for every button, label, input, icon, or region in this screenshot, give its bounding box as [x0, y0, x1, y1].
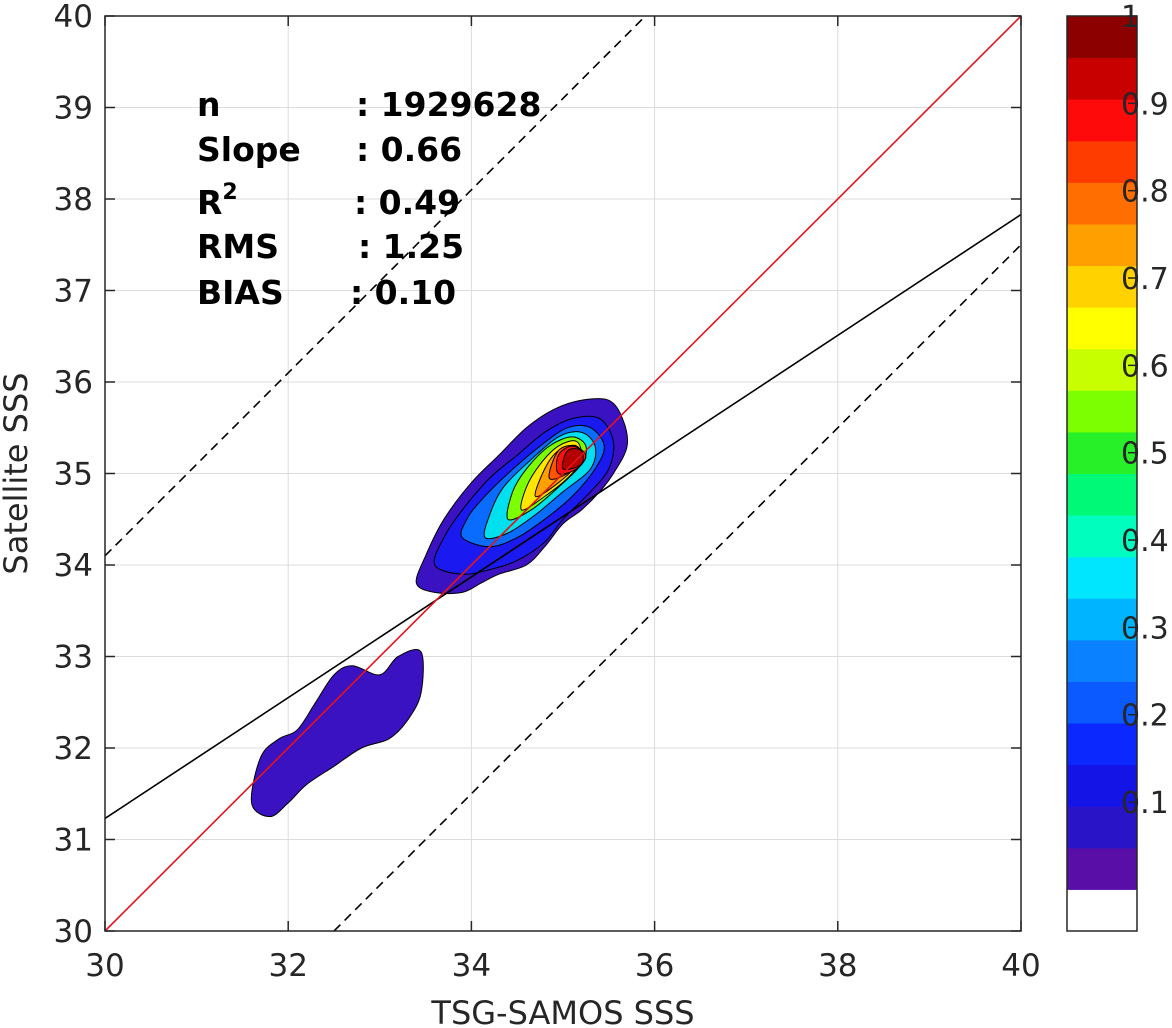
y-tick-label: 36 [54, 365, 93, 401]
colorbar-swatch [1067, 431, 1137, 474]
stat-n-label: n [197, 85, 221, 124]
stat-bias-label: BIAS [197, 273, 284, 312]
colorbar-tick-label: 1 [1121, 0, 1140, 35]
x-tick-label: 30 [85, 948, 124, 984]
colorbar-swatch [1067, 723, 1137, 766]
x-tick-label: 38 [818, 948, 857, 984]
colorbar-tick-label: 0.8 [1121, 175, 1169, 210]
y-tick-label: 34 [54, 548, 93, 584]
colorbar-tick-label: 0.5 [1121, 437, 1169, 472]
one-to-one-line [104, 15, 1022, 932]
stat-slope-label: Slope [197, 130, 301, 169]
x-axis-label: TSG-SAMOS SSS [430, 994, 694, 1028]
y-tick-label: 37 [54, 274, 93, 310]
contour-level-10 [561, 448, 584, 471]
stat-r2-value: : 0.49 [354, 183, 460, 222]
colorbar-tick-label: 0.4 [1121, 524, 1169, 559]
lower-bound-dashed-line [333, 244, 1022, 932]
colorbar-tick-label: 0.9 [1121, 87, 1169, 122]
stat-r2-label: R2 [197, 180, 238, 222]
colorbar-swatch [1067, 182, 1137, 225]
colorbar-swatch [1067, 57, 1137, 100]
colorbar-swatch [1067, 390, 1137, 433]
colorbar-tick-label: 0.6 [1121, 349, 1169, 384]
colorbar-swatch [1067, 681, 1137, 724]
stat-r2-sup: 2 [222, 180, 237, 205]
y-tick-label: 39 [54, 91, 93, 127]
contour-low-cluster [250, 649, 424, 818]
colorbar-swatch [1067, 348, 1137, 391]
colorbar-tick-label: 0.2 [1121, 699, 1169, 734]
colorbar-swatch [1067, 99, 1137, 142]
x-tick-label: 34 [452, 948, 491, 984]
statistics-annotation: n : 1929628 Slope : 0.66 R2 : 0.49 RMS :… [197, 85, 541, 312]
y-tick-label: 31 [54, 823, 93, 859]
y-tick-label: 30 [54, 914, 93, 950]
colorbar-swatch [1067, 140, 1137, 183]
colorbar-swatch [1067, 556, 1137, 599]
colorbar-swatch [1067, 639, 1137, 682]
y-axis-label: Satellite SSS [0, 372, 35, 574]
axis-ticks: 30 32 34 36 38 40 30 31 32 33 34 35 36 37 38 39 40 [54, 0, 1041, 984]
y-tick-label: 35 [54, 457, 93, 493]
y-tick-label: 33 [54, 640, 93, 676]
colorbar-tick-label: 0.7 [1121, 262, 1169, 297]
colorbar-swatch [1067, 307, 1137, 350]
x-tick-label: 32 [268, 948, 307, 984]
reference-lines [104, 15, 1022, 932]
y-tick-label: 38 [54, 182, 93, 218]
colorbar-border [1066, 15, 1138, 932]
y-tick-label: 32 [54, 731, 93, 767]
x-tick-label: 40 [1001, 948, 1040, 984]
colorbar: 0.1 0.2 0.3 0.4 0.5 0.6 0.7 0.8 0.9 1 [1066, 0, 1169, 932]
stat-rms-value: : 1.25 [358, 227, 464, 266]
colorbar-swatch [1067, 515, 1137, 558]
colorbar-swatch [1067, 473, 1137, 516]
colorbar-swatch [1067, 223, 1137, 267]
y-tick-label: 40 [54, 0, 93, 35]
colorbar-swatch [1067, 265, 1137, 308]
density-contours [250, 398, 628, 818]
colorbar-swatch [1067, 598, 1137, 641]
colorbar-tick-label: 0.1 [1121, 786, 1169, 821]
stat-bias-value: : 0.10 [350, 273, 456, 312]
upper-bound-dashed-line [104, 15, 647, 557]
colorbar-swatch [1067, 764, 1137, 807]
x-tick-label: 36 [635, 948, 674, 984]
colorbar-tick-label: 0.3 [1121, 611, 1169, 646]
colorbar-swatch [1067, 16, 1137, 59]
colorbar-swatch [1067, 889, 1137, 932]
stat-r2-base: R [197, 183, 222, 222]
stat-slope-value: : 0.66 [356, 130, 462, 169]
colorbar-swatch [1067, 806, 1137, 849]
stat-rms-label: RMS [197, 227, 279, 266]
stat-n-value: : 1929628 [356, 85, 541, 124]
colorbar-swatch [1067, 847, 1137, 890]
regression-fit-line [104, 213, 1022, 820]
